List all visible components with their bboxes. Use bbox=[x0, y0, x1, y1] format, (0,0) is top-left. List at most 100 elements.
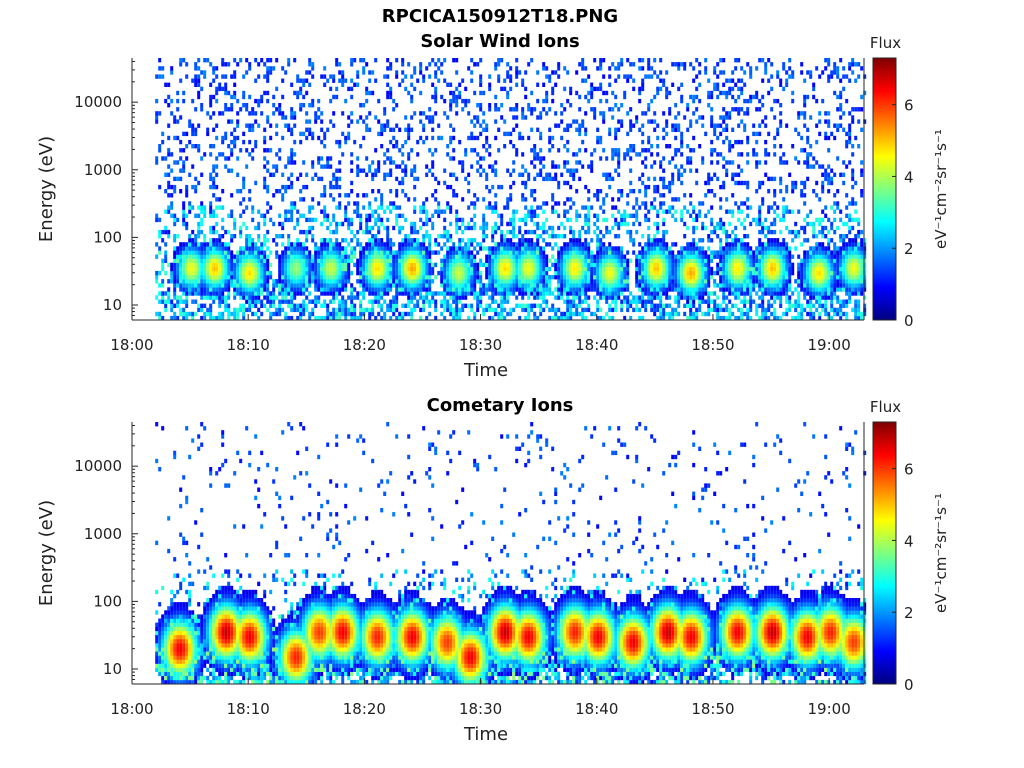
heatmap-cell bbox=[671, 250, 675, 255]
heatmap-cell bbox=[221, 225, 225, 231]
heatmap-cell bbox=[425, 135, 429, 141]
heatmap-cell bbox=[338, 315, 342, 321]
heatmap-cell bbox=[245, 295, 249, 300]
heatmap-cell bbox=[497, 225, 501, 231]
heatmap-cell bbox=[335, 184, 339, 190]
heatmap-cell bbox=[662, 176, 666, 182]
heatmap-cell bbox=[320, 291, 324, 296]
heatmap-cell bbox=[575, 311, 579, 317]
heatmap-cell bbox=[671, 287, 675, 292]
heatmap-cell bbox=[401, 315, 405, 321]
heatmap-cell bbox=[557, 225, 561, 231]
heatmap-cell bbox=[719, 225, 723, 231]
heatmap-cell bbox=[434, 98, 438, 104]
heatmap-cell bbox=[284, 217, 288, 223]
heatmap-cell bbox=[185, 287, 189, 292]
heatmap-cell bbox=[227, 213, 231, 218]
heatmap-cell bbox=[692, 225, 696, 231]
heatmap-cell bbox=[299, 275, 303, 280]
heatmap-cell bbox=[548, 315, 552, 321]
heatmap-cell bbox=[623, 283, 627, 288]
heatmap-cell bbox=[524, 94, 528, 100]
heatmap-cell bbox=[398, 225, 402, 231]
heatmap-cell bbox=[665, 209, 669, 214]
heatmap-cell bbox=[335, 58, 339, 63]
heatmap-cell bbox=[683, 303, 687, 308]
heatmap-cell bbox=[524, 275, 528, 280]
heatmap-cell bbox=[422, 307, 426, 313]
heatmap-cell bbox=[254, 295, 258, 300]
heatmap-cell bbox=[548, 234, 552, 239]
heatmap-cell bbox=[542, 258, 546, 263]
heatmap-cell bbox=[518, 279, 522, 284]
heatmap-cell bbox=[170, 66, 174, 71]
heatmap-cell bbox=[692, 209, 696, 214]
heatmap-cell bbox=[254, 275, 258, 280]
heatmap-cell bbox=[437, 291, 441, 296]
heatmap-cell bbox=[350, 119, 354, 124]
heatmap-cell bbox=[716, 262, 720, 268]
heatmap-cell bbox=[353, 287, 357, 292]
heatmap-cell bbox=[434, 238, 438, 243]
heatmap-cell bbox=[554, 262, 558, 268]
heatmap-cell bbox=[266, 98, 270, 104]
heatmap-cell bbox=[311, 258, 315, 263]
heatmap-cell bbox=[173, 250, 177, 255]
heatmap-cell bbox=[398, 148, 402, 153]
heatmap-cell bbox=[665, 254, 669, 259]
heatmap-cell bbox=[467, 238, 471, 243]
heatmap-cell bbox=[602, 254, 606, 259]
heatmap-cell bbox=[587, 254, 591, 259]
heatmap-cell bbox=[650, 98, 654, 104]
heatmap-cell bbox=[494, 242, 498, 247]
heatmap-cell bbox=[677, 303, 681, 308]
heatmap-cell bbox=[626, 148, 630, 153]
heatmap-cell bbox=[203, 250, 207, 255]
heatmap-cell bbox=[644, 201, 648, 206]
heatmap-cell bbox=[557, 148, 561, 153]
heatmap-cell bbox=[365, 98, 369, 104]
heatmap-cell bbox=[647, 135, 651, 141]
heatmap-cell bbox=[608, 279, 612, 284]
heatmap-cell bbox=[173, 189, 177, 194]
heatmap-cell bbox=[185, 270, 189, 276]
heatmap-cell bbox=[335, 262, 339, 268]
heatmap-cell bbox=[170, 279, 174, 284]
heatmap-cell bbox=[470, 78, 474, 83]
heatmap-cell bbox=[200, 201, 204, 206]
heatmap-cell bbox=[425, 315, 429, 321]
heatmap-cell bbox=[395, 213, 399, 218]
heatmap-cell bbox=[194, 258, 198, 263]
heatmap-cell bbox=[419, 279, 423, 284]
heatmap-cell bbox=[449, 279, 453, 284]
heatmap-cell bbox=[155, 115, 159, 120]
heatmap-cell bbox=[188, 279, 192, 284]
heatmap-cell bbox=[533, 229, 537, 235]
heatmap-cell bbox=[209, 270, 213, 276]
heatmap-cell bbox=[395, 176, 399, 182]
heatmap-cell bbox=[302, 254, 306, 259]
heatmap-cell bbox=[470, 131, 474, 137]
heatmap-cell bbox=[413, 283, 417, 288]
heatmap-cell bbox=[338, 254, 342, 259]
heatmap-cell bbox=[575, 279, 579, 284]
heatmap-cell bbox=[350, 307, 354, 313]
heatmap-cell bbox=[404, 86, 408, 92]
heatmap-cell bbox=[545, 90, 549, 96]
heatmap-cell bbox=[614, 246, 618, 251]
heatmap-cell bbox=[254, 111, 258, 116]
heatmap-cell bbox=[305, 217, 309, 223]
heatmap-cell bbox=[704, 258, 708, 263]
heatmap-cell bbox=[629, 144, 633, 149]
heatmap-cell bbox=[626, 152, 630, 157]
heatmap-cell bbox=[404, 287, 408, 292]
heatmap-cell bbox=[614, 307, 618, 313]
heatmap-cell bbox=[203, 74, 207, 79]
heatmap-cell bbox=[689, 156, 693, 161]
heatmap-cell bbox=[164, 307, 168, 313]
heatmap-cell bbox=[398, 275, 402, 280]
heatmap-cell bbox=[647, 225, 651, 231]
heatmap-cell bbox=[206, 275, 210, 280]
heatmap-cell bbox=[479, 287, 483, 292]
heatmap-cell bbox=[494, 291, 498, 296]
